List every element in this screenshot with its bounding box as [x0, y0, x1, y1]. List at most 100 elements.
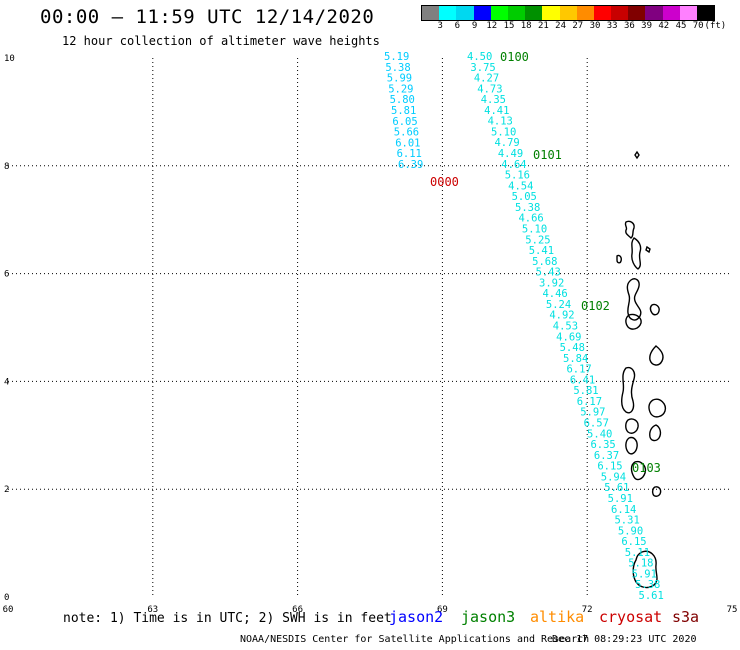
wave-height-value: 5.90: [618, 525, 643, 537]
island-outline: [649, 303, 660, 316]
legend-label: 42: [658, 21, 670, 31]
wave-height-value: 6.17: [566, 364, 591, 376]
footnote: note: 1) Time is in UTC; 2) SWH is in fe…: [63, 611, 392, 626]
wave-height-value: 4.64: [501, 159, 526, 171]
time-label: 0102: [581, 299, 610, 313]
wave-height-value: 6.15: [597, 461, 622, 473]
generated-timestamp: Dec 17 08:29:23 UTC 2020: [552, 634, 697, 645]
wave-height-value: 5.81: [573, 385, 598, 397]
wave-height-value: 5.91: [608, 493, 633, 505]
coastline: [616, 150, 667, 589]
legend-label: 18: [520, 21, 532, 31]
wave-height-value: 3.75: [470, 62, 495, 74]
y-tick-label: 2: [4, 485, 9, 495]
wave-height-value: 6.05: [392, 116, 417, 128]
island-outline: [616, 254, 622, 264]
y-tick-label: 0: [4, 593, 9, 603]
wave-height-value: 6.14: [611, 504, 636, 516]
legend-swatch: [576, 6, 594, 20]
wave-height-value: 6.37: [594, 450, 619, 462]
wave-height-value: 5.38: [385, 62, 410, 74]
legend-swatch: [662, 6, 680, 20]
wave-height-value: 5.94: [601, 471, 626, 483]
legend-label: 15: [503, 21, 515, 31]
legend-label: 6: [454, 21, 461, 31]
legend-swatch: [611, 6, 629, 20]
wave-height-value: 4.66: [518, 213, 543, 225]
wave-height-value: 6.17: [577, 396, 602, 408]
grid-lines: [8, 58, 732, 597]
island-outline: [648, 398, 667, 418]
legend-swatch: [490, 6, 508, 20]
wave-height-value: 6.01: [395, 137, 420, 149]
legend-label: 33: [606, 21, 618, 31]
wave-height-value: 5.19: [384, 51, 409, 63]
satellite-name: jason3: [461, 608, 516, 626]
wave-height-value: 4.13: [488, 116, 513, 128]
credit-line: NOAA/NESDIS Center for Satellite Applica…: [240, 634, 590, 645]
legend-swatch: [628, 6, 646, 20]
legend-swatch: [456, 6, 474, 20]
wave-height-value: 4.92: [549, 310, 574, 322]
legend-swatch: [439, 6, 457, 20]
legend-label: 21: [537, 21, 549, 31]
wave-height-value: 5.43: [536, 267, 561, 279]
altimeter-tracks: 5.195.385.995.295.805.816.055.666.016.11…: [384, 50, 664, 602]
y-tick-label: 8: [4, 162, 9, 172]
wave-height-value: 6.57: [584, 418, 609, 430]
wave-height-value: 5.80: [390, 94, 415, 106]
island-outline: [651, 486, 662, 497]
legend-swatch: [422, 6, 440, 20]
legend-swatch: [542, 6, 560, 20]
legend-label: 39: [641, 21, 653, 31]
legend-label: 12: [486, 21, 498, 31]
wave-height-value: 5.25: [525, 234, 550, 246]
legend-swatch: [559, 6, 577, 20]
wave-height-value: 5.48: [560, 342, 585, 354]
wave-height-value: 4.35: [481, 94, 506, 106]
island-outline: [625, 313, 642, 330]
y-tick-label: 10: [4, 54, 15, 64]
legend-swatch: [507, 6, 526, 20]
x-tick-label: 66: [292, 605, 303, 615]
wave-height-value: 5.97: [580, 407, 605, 419]
legend-label: 36: [623, 21, 635, 31]
x-tick-label: 60: [3, 605, 14, 615]
x-tick-label: 63: [147, 605, 158, 615]
wave-height-value: 5.18: [628, 558, 653, 570]
legend-label: 30: [589, 21, 601, 31]
legend-label: (ft): [704, 21, 727, 31]
wave-height-value: 5.24: [546, 299, 571, 311]
wave-height-value: 4.79: [494, 137, 519, 149]
wave-height-value: 5.68: [532, 256, 557, 268]
satellite-name: jason2: [389, 608, 444, 626]
wave-height-value: 5.38: [515, 202, 540, 214]
x-tick-label: 69: [437, 605, 448, 615]
wave-height-value: 5.61: [604, 482, 629, 494]
wave-height-value: 5.29: [388, 83, 413, 95]
wave-height-value: 5.10: [522, 223, 547, 235]
axis-tick-labels: 60 63 66 69 72 75 0 2 4 6 8 10: [3, 54, 738, 615]
island-outline: [645, 245, 651, 254]
chart-subtitle: 12 hour collection of altimeter wave hei…: [62, 34, 380, 48]
wave-height-value: 5.84: [563, 353, 588, 365]
wave-height-value: 3.92: [539, 277, 564, 289]
wave-height-value: 5.61: [639, 590, 664, 602]
x-tick-label: 72: [582, 605, 593, 615]
wave-height-value: 6.35: [590, 439, 615, 451]
wave-height-value: 5.66: [394, 127, 419, 139]
wave-height-value: 4.41: [484, 105, 509, 117]
wave-height-value: 5.16: [505, 170, 530, 182]
island-outline: [649, 345, 664, 366]
wave-height-value: 6.39: [398, 159, 423, 171]
wave-height-value: 4.50: [467, 51, 492, 63]
legend-label: 70: [692, 21, 704, 31]
time-label: 0103: [632, 461, 661, 475]
legend-swatch: [697, 6, 715, 20]
island-outline: [632, 550, 658, 589]
time-label: 0100: [500, 50, 529, 64]
legend-label: 45: [675, 21, 687, 31]
wave-height-value: 5.31: [614, 515, 639, 527]
island-outline: [621, 366, 636, 414]
